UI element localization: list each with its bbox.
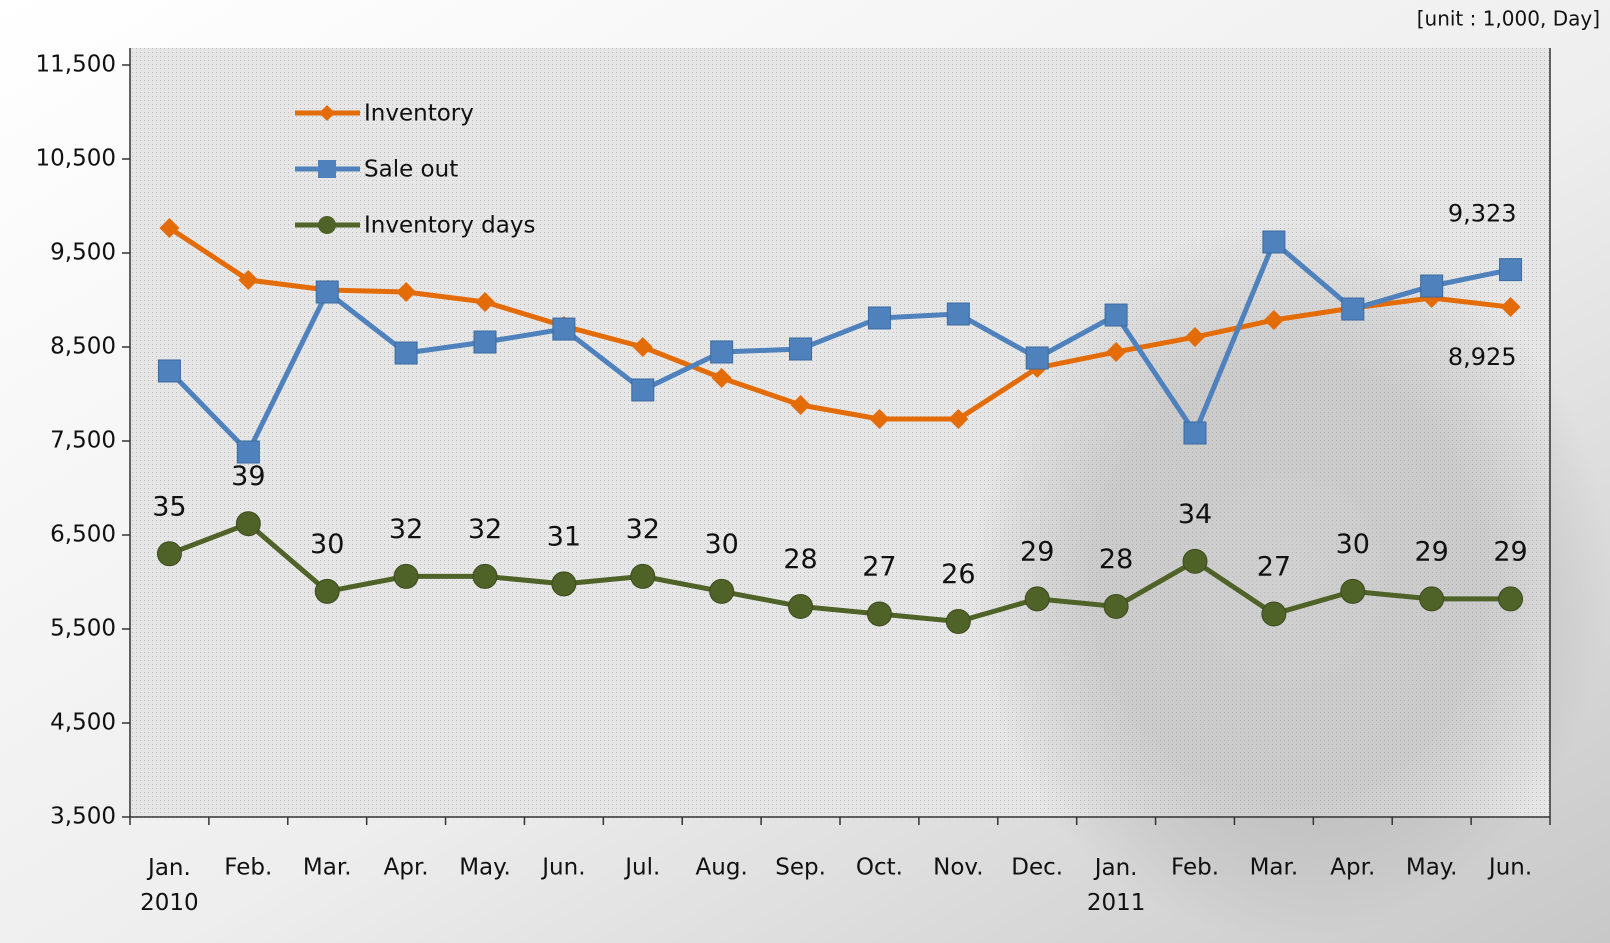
marker [632, 379, 654, 401]
marker [1263, 231, 1285, 253]
marker [315, 579, 339, 603]
marker [789, 594, 813, 618]
legend-marker [318, 216, 336, 234]
marker [1104, 594, 1128, 618]
data-label: 39 [231, 461, 265, 492]
y-tick-label: 9,500 [50, 240, 116, 266]
marker [711, 341, 733, 363]
marker [1421, 275, 1443, 297]
legend-marker [318, 160, 336, 178]
data-label: 29 [1493, 536, 1527, 567]
data-label: 27 [862, 551, 896, 582]
marker [157, 542, 181, 566]
x-tick-label: Dec. [1011, 855, 1063, 881]
marker [710, 579, 734, 603]
data-label: 32 [389, 514, 423, 545]
legend-label: Sale out [364, 157, 458, 183]
x-tick-label: Apr. [1330, 855, 1375, 881]
y-tick-label: 7,500 [50, 428, 116, 454]
marker [631, 564, 655, 588]
marker [1026, 347, 1048, 369]
x-tick-label: Mar. [303, 855, 352, 881]
y-tick-label: 5,500 [50, 616, 116, 642]
x-tick-label: Oct. [856, 855, 903, 881]
marker [790, 338, 812, 360]
y-tick-label: 6,500 [50, 522, 116, 548]
marker [1262, 602, 1286, 626]
data-label: 28 [1099, 544, 1133, 575]
x-tick-label: Feb. [1171, 855, 1219, 881]
x-tick-label: May. [459, 855, 511, 881]
data-label: 26 [941, 559, 975, 590]
y-tick-label: 10,500 [36, 146, 116, 172]
marker [1105, 304, 1127, 326]
marker [474, 331, 496, 353]
legend-label: Inventory [364, 101, 474, 127]
y-tick-label: 11,500 [36, 52, 116, 78]
marker [947, 303, 969, 325]
marker [1500, 259, 1522, 281]
y-tick-label: 3,500 [50, 804, 116, 830]
marker [1025, 587, 1049, 611]
y-tick-label: 8,500 [50, 334, 116, 360]
data-label: 32 [626, 514, 660, 545]
marker [316, 281, 338, 303]
marker [1183, 549, 1207, 573]
marker [1184, 422, 1206, 444]
marker [237, 441, 259, 463]
data-label: 28 [783, 544, 817, 575]
marker [1499, 587, 1523, 611]
data-label: 27 [1257, 551, 1291, 582]
x-tick-label: Jul. [623, 855, 660, 881]
data-label: 8,925 [1448, 343, 1517, 371]
data-label: 35 [152, 491, 186, 522]
data-label: 34 [1178, 499, 1212, 530]
data-label: 9,323 [1448, 200, 1517, 228]
x-tick-label: Mar. [1250, 855, 1299, 881]
data-label: 30 [704, 529, 738, 560]
unit-note: [unit : 1,000, Day] [1417, 7, 1600, 31]
marker [553, 318, 575, 340]
marker [1341, 579, 1365, 603]
data-label: 31 [547, 521, 581, 552]
marker [395, 342, 417, 364]
marker [867, 602, 891, 626]
marker [552, 572, 576, 596]
marker [868, 307, 890, 329]
y-tick-label: 4,500 [50, 710, 116, 736]
marker [946, 609, 970, 633]
x-tick-label: Sep. [775, 855, 826, 881]
x-tick-label: May. [1406, 855, 1458, 881]
x-tick-label: Feb. [224, 855, 272, 881]
legend-label: Inventory days [364, 213, 535, 239]
data-label: 30 [1336, 529, 1370, 560]
marker [158, 360, 180, 382]
x-tick-label: Jun. [540, 855, 585, 881]
x-tick-label: Nov. [933, 855, 983, 881]
marker [236, 512, 260, 536]
data-label: 29 [1020, 536, 1054, 567]
data-label: 30 [310, 529, 344, 560]
x-tick-label: Aug. [696, 855, 748, 881]
x-tick-label: Apr. [384, 855, 429, 881]
chart: [unit : 1,000, Day] 3,500 4,500 5,500 6,500… [0, 0, 1610, 943]
x-tick-label: Jun. [1487, 855, 1532, 881]
marker [1342, 298, 1364, 320]
marker [394, 564, 418, 588]
marker [473, 564, 497, 588]
data-label: 29 [1414, 536, 1448, 567]
marker [1420, 587, 1444, 611]
data-label: 32 [468, 514, 502, 545]
